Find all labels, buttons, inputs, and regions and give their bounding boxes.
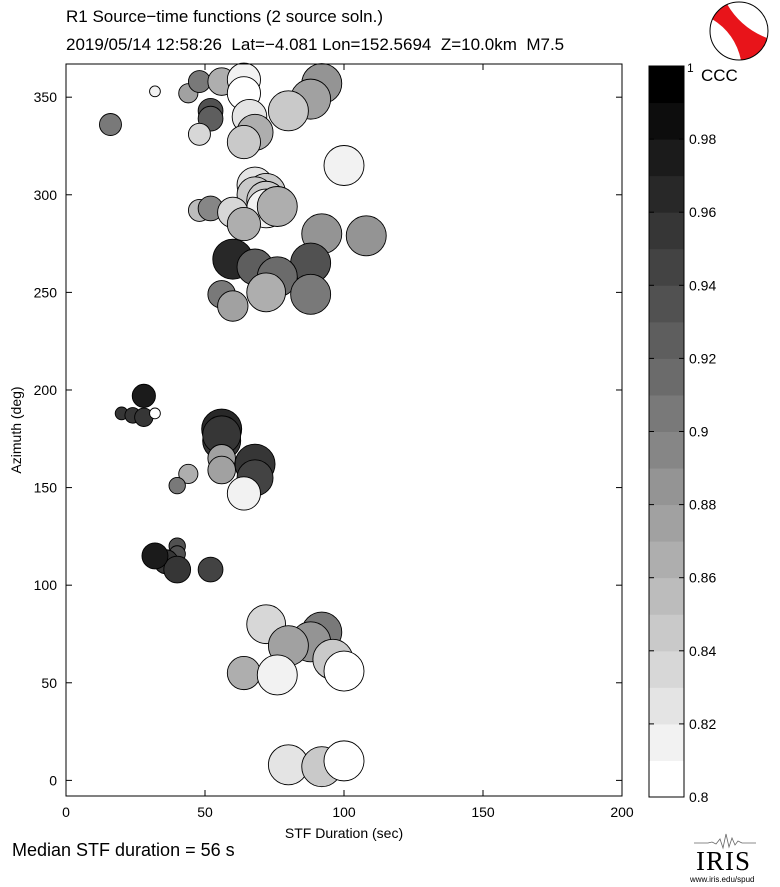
colorbar-tick-label: 1: [687, 61, 694, 75]
median-duration-text: Median STF duration = 56 s: [12, 840, 235, 860]
data-point: [345, 215, 387, 257]
y-tick-label: 0: [49, 772, 57, 788]
colorbar-tick-label: 0.82: [689, 716, 716, 732]
colorbar-tick-label: 0.94: [689, 277, 716, 293]
colorbar-segment: [649, 394, 684, 432]
colorbar-segment: [649, 285, 684, 323]
data-point: [226, 655, 261, 691]
seismogram-icon: [694, 833, 756, 850]
data-point: [99, 113, 122, 136]
y-tick-label: 150: [34, 480, 58, 496]
x-tick-label: 50: [197, 804, 213, 820]
colorbar-tick-label: 0.88: [689, 497, 716, 513]
colorbar-segment: [649, 175, 684, 213]
data-point: [256, 186, 298, 227]
colorbar-segment: [649, 139, 684, 177]
data-point: [187, 70, 211, 94]
y-tick-label: 250: [34, 284, 58, 300]
colorbar-tick-label: 0.8: [689, 789, 709, 805]
data-point: [178, 463, 199, 484]
y-axis-label: Azimuth (deg): [8, 386, 24, 473]
data-point: [168, 476, 186, 495]
x-tick-label: 100: [332, 804, 356, 820]
x-tick-label: 200: [610, 804, 634, 820]
colorbar-segment: [649, 321, 684, 359]
focal-mechanism-icon: [709, 1, 769, 61]
colorbar-tick-label: 0.92: [689, 350, 716, 366]
colorbar-tick-label: 0.98: [689, 131, 716, 147]
colorbar-tick-label: 0.86: [689, 570, 716, 586]
data-point: [226, 125, 261, 160]
data-point: [149, 407, 161, 420]
colorbar-label: CCC: [701, 66, 738, 85]
data-point: [256, 654, 298, 696]
data-point: [187, 122, 211, 146]
colorbar-segment: [649, 212, 684, 250]
colorbar-segment: [649, 723, 684, 761]
event-info: 2019/05/14 12:58:26 Lat=−4.081 Lon=152.5…: [66, 35, 565, 54]
colorbar-segment: [649, 541, 684, 579]
iris-logo: IRIS www.iris.edu/spud: [690, 832, 772, 884]
colorbar-segment: [649, 431, 684, 469]
data-point: [163, 555, 192, 584]
data-point: [290, 273, 332, 315]
y-tick-label: 300: [34, 187, 58, 203]
colorbar-segment: [649, 614, 684, 652]
colorbar-tick-label: 0.9: [689, 424, 709, 440]
data-point: [226, 207, 261, 242]
colorbar-tick-label: 0.96: [689, 204, 716, 220]
data-point: [131, 383, 156, 408]
iris-url: www.iris.edu/spud: [690, 875, 755, 884]
y-tick-label: 50: [41, 675, 57, 691]
data-point: [207, 455, 236, 485]
colorbar-segment: [649, 687, 684, 725]
colorbar-segment: [649, 358, 684, 396]
data-point: [226, 476, 261, 511]
colorbar-segment: [649, 468, 684, 506]
y-tick-label: 100: [34, 577, 58, 593]
data-point: [323, 650, 365, 692]
data-point: [197, 556, 224, 583]
y-tick-label: 200: [34, 382, 58, 398]
data-point: [323, 145, 365, 186]
iris-logo-text: IRIS: [696, 846, 752, 876]
y-tick-label: 350: [34, 89, 58, 105]
data-point: [267, 90, 309, 132]
colorbar-segment: [649, 248, 684, 286]
colorbar-segment: [649, 650, 684, 688]
chart-title: R1 Source−time functions (2 source soln.…: [66, 7, 384, 26]
colorbar: 0.8 0.82 0.84 0.86 0.88 0.9 0.92 0.94 0.96 0.98 1: [648, 61, 716, 805]
colorbar-segment: [649, 504, 684, 542]
x-axis-label: STF Duration (sec): [285, 825, 403, 841]
colorbar-tick-label: 0.84: [689, 643, 716, 659]
data-point: [246, 272, 287, 313]
colorbar-segment: [649, 102, 684, 140]
data-point: [323, 740, 365, 782]
x-tick-label: 150: [471, 804, 495, 820]
colorbar-segment: [649, 760, 684, 798]
data-point: [141, 542, 169, 570]
data-point: [217, 290, 249, 322]
colorbar-segment: [649, 577, 684, 615]
x-tick-label: 0: [62, 804, 70, 820]
data-point: [149, 85, 161, 98]
colorbar-segment: [649, 66, 684, 104]
